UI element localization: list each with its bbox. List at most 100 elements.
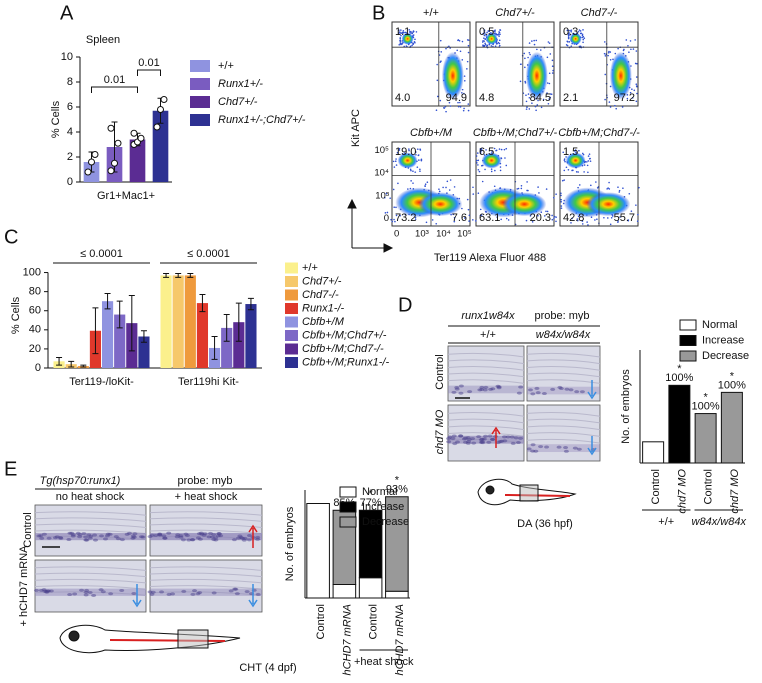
event [391,220,394,223]
event [568,32,571,34]
event [543,215,546,217]
event [400,32,403,34]
event [525,219,528,222]
event [448,101,451,104]
event [538,192,540,194]
stain-dot [234,592,240,596]
event [467,39,470,41]
error-bar [104,293,111,310]
event [575,171,578,173]
event [626,97,629,100]
flow-x-tick: 10⁵ [457,229,472,240]
event [637,213,639,216]
event [629,40,632,42]
y-tick-label: 2 [67,151,73,163]
percent-label: 77% [360,497,382,509]
event [560,194,562,197]
column-label: +/+ [480,329,496,341]
legend-label: Normal [362,486,397,498]
event [419,148,421,150]
event [560,200,563,203]
event [542,98,545,101]
stain-dot [556,445,562,449]
legend-swatch [339,516,357,528]
legend-label: Chd7+/- [302,275,342,287]
event [571,169,573,172]
stain-dot [166,592,172,596]
event [523,52,526,55]
tissue-line [149,566,263,571]
event [419,168,421,171]
event [477,159,480,162]
stain-dot [572,446,578,450]
event [393,166,396,168]
legend-label: +/+ [218,60,234,72]
flow-y-label: Kit APC [350,109,362,147]
event [537,99,539,102]
stain-dot [186,538,192,542]
event [439,39,442,42]
event [491,151,493,153]
y-tick-label: 60 [29,305,41,317]
stain-dot [483,434,489,438]
event [472,219,474,221]
error-bar [128,294,135,352]
bar-segment [385,496,409,592]
bar-segment [306,503,330,599]
event [562,151,565,154]
event [414,171,417,173]
legend-swatch [190,78,210,90]
legend-swatch [285,262,298,274]
event [436,95,439,98]
stain-dot [458,434,464,438]
density-blob [609,51,632,100]
event [547,102,550,105]
bar [129,139,146,182]
event [468,220,470,222]
column-label: no heat shock [56,491,125,503]
significance-label: 0.01 [138,57,159,69]
x-tick-label: Gr1+Mac1+ [97,190,155,202]
event [628,192,631,195]
event [606,188,608,190]
event [418,159,420,161]
stain-dot [458,391,464,395]
event [533,43,536,46]
event [414,38,416,41]
event [478,170,481,173]
tissue-line [34,572,147,578]
event [503,148,506,151]
significance-bracket [91,86,138,93]
legend-label: Cbfb+/M;Chd7+/- [302,329,387,341]
event [609,106,612,108]
embryo-sketch [477,478,577,506]
event [569,34,571,36]
data-point [111,159,118,167]
bar [184,275,196,368]
event [528,51,531,54]
quadrant-value: 7.6 [452,212,467,224]
stain-dot [458,384,464,388]
legend-swatch [679,319,697,331]
stain-dot [93,538,99,542]
event [550,93,553,96]
event [483,34,486,37]
stain-dot [161,534,167,538]
event [571,217,573,220]
stain-dot [481,437,487,441]
stain-dot [33,588,39,592]
flow-x-label: Ter119 Alexa Fluor 488 [434,252,546,264]
event [462,109,465,112]
event [635,83,638,86]
event [581,34,584,37]
event [560,192,562,195]
stain-dot [174,535,180,539]
event [461,91,463,94]
event [479,208,482,211]
event [534,105,537,108]
bar-segment [720,391,743,464]
stain-band [150,533,262,541]
bar [138,336,150,368]
event [567,35,570,37]
legend-swatch [285,316,298,328]
